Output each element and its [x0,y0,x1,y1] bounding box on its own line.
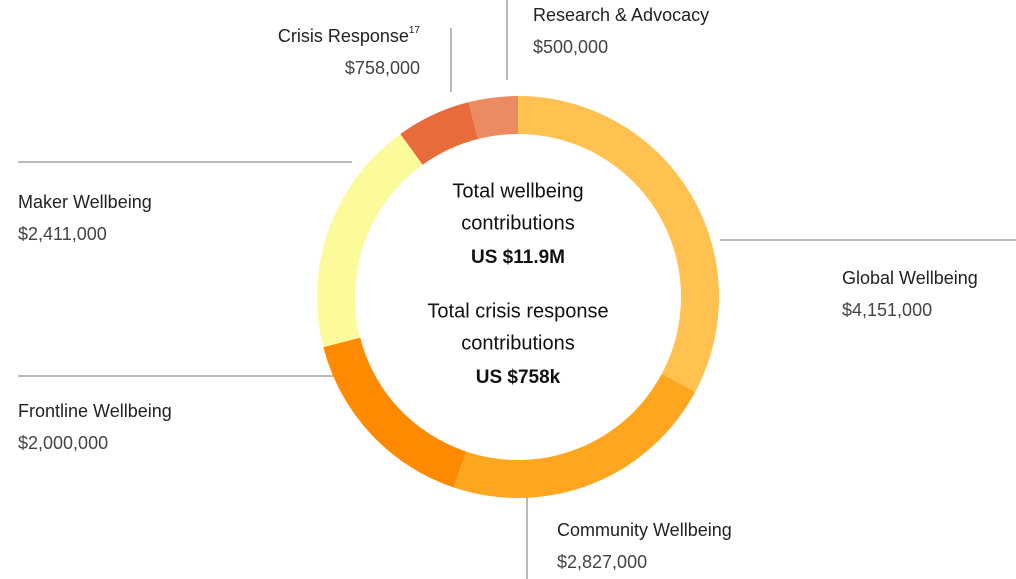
donut-segment [518,96,719,392]
category-label: Global Wellbeing [842,268,978,288]
center-text: Total wellbeing [452,180,583,202]
value-label: $4,151,000 [842,300,932,320]
center-text: contributions [461,332,574,354]
center-value: US $758k [476,367,561,388]
donut-segment [400,102,478,165]
donut-segment [316,133,423,348]
donut-segment [468,96,518,140]
center-text: contributions [461,212,574,234]
category-name: Global Wellbeing [842,268,978,288]
value-label: $2,827,000 [557,552,647,572]
category-label: Frontline Wellbeing [18,401,172,421]
center-value: US $11.9M [471,247,565,268]
value-label: $758,000 [345,58,420,78]
value-label: $500,000 [533,37,608,57]
category-name: Frontline Wellbeing [18,401,172,421]
category-label: Maker Wellbeing [18,192,152,212]
category-name: Crisis Response [278,26,409,46]
category-label: Research & Advocacy [533,5,709,25]
category-name: Community Wellbeing [557,520,732,540]
donut-segment [323,337,466,488]
center-text: Total crisis response [427,300,608,322]
category-name: Maker Wellbeing [18,192,152,212]
footnote-mark: 17 [409,25,421,36]
category-label: Community Wellbeing [557,520,732,540]
donut-segment [453,373,696,498]
category-name: Research & Advocacy [533,5,709,25]
category-label: Crisis Response17 [278,25,421,46]
value-label: $2,000,000 [18,433,108,453]
value-label: $2,411,000 [18,224,107,244]
